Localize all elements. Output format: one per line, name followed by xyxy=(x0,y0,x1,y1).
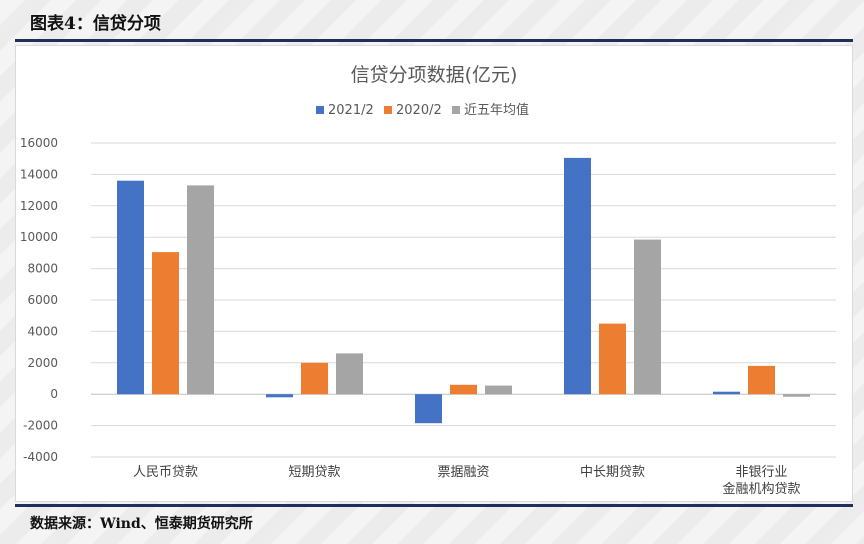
y-tick-label: 2000 xyxy=(27,356,58,370)
bar-3-5 xyxy=(783,394,810,397)
chart-legend: 2021/2 2020/2 近五年均值 xyxy=(316,102,529,118)
bar-1-5 xyxy=(713,391,740,395)
bar-2-1 xyxy=(152,252,179,395)
y-tick-label: -4000 xyxy=(23,450,58,464)
chart-title: 信贷分项数据(亿元) xyxy=(351,64,518,86)
x-tick-label: 票据融资 xyxy=(437,465,489,480)
source-note: 数据来源：Wind、恒泰期货研究所 xyxy=(30,516,253,532)
bar-chart: 信贷分项数据(亿元) 2021/2 2020/2 近五年均值 16000140001… xyxy=(20,64,836,497)
bar-1-2 xyxy=(266,394,293,398)
bar-2-4 xyxy=(599,323,626,395)
legend-label-1: 2021/2 xyxy=(328,103,374,118)
bar-2-2 xyxy=(301,362,328,395)
y-tick-label: 8000 xyxy=(27,262,58,276)
y-tick-label: 10000 xyxy=(20,230,58,244)
bar-1-3 xyxy=(415,394,442,424)
footer-divider xyxy=(15,504,853,507)
y-tick-label: 4000 xyxy=(27,324,58,338)
y-tick-label: 16000 xyxy=(20,136,58,150)
y-axis: 16000 14000 12000 10000 8000 6000 4000 2000 0 -20… xyxy=(20,136,58,464)
y-tick-label: 0 xyxy=(50,387,58,401)
chart-panel: 信贷分项数据(亿元) 2021/2 2020/2 近五年均值 16000 14000 1… xyxy=(15,45,853,502)
legend-label-3: 近五年均值 xyxy=(464,102,529,118)
legend-label-2: 2020/2 xyxy=(396,103,442,118)
x-tick-label: 短期贷款 xyxy=(288,465,340,480)
legend-swatch-1 xyxy=(316,106,324,114)
bar-2-3 xyxy=(450,384,477,395)
legend-swatch-2 xyxy=(384,106,392,114)
bar-1-1 xyxy=(117,180,144,395)
x-tick-label: 非银行业金融机构贷款 xyxy=(722,465,800,497)
y-tick-label: 12000 xyxy=(20,199,58,213)
y-tick-label: 6000 xyxy=(27,293,58,307)
x-tick-label: 中长期贷款 xyxy=(580,465,645,480)
x-tick-label: 人民币贷款 xyxy=(133,465,198,480)
page-title: 图表4：信贷分项 xyxy=(30,14,161,34)
x-axis: 人民币贷款 短期贷款 票据融资 中长期贷款 非银行业金融机构贷款 xyxy=(133,465,801,497)
bar-1-4 xyxy=(564,157,591,395)
bar-3-2 xyxy=(336,353,363,395)
bar-3-1 xyxy=(187,185,214,395)
chart-bars xyxy=(117,157,810,424)
legend-swatch-3 xyxy=(452,106,460,114)
bar-3-4 xyxy=(634,239,661,395)
header-divider xyxy=(15,39,853,42)
bar-3-3 xyxy=(485,385,512,395)
chart-gridlines xyxy=(91,142,836,458)
y-tick-label: -2000 xyxy=(23,419,58,433)
y-tick-label: 14000 xyxy=(20,167,58,181)
bar-2-5 xyxy=(748,365,775,395)
